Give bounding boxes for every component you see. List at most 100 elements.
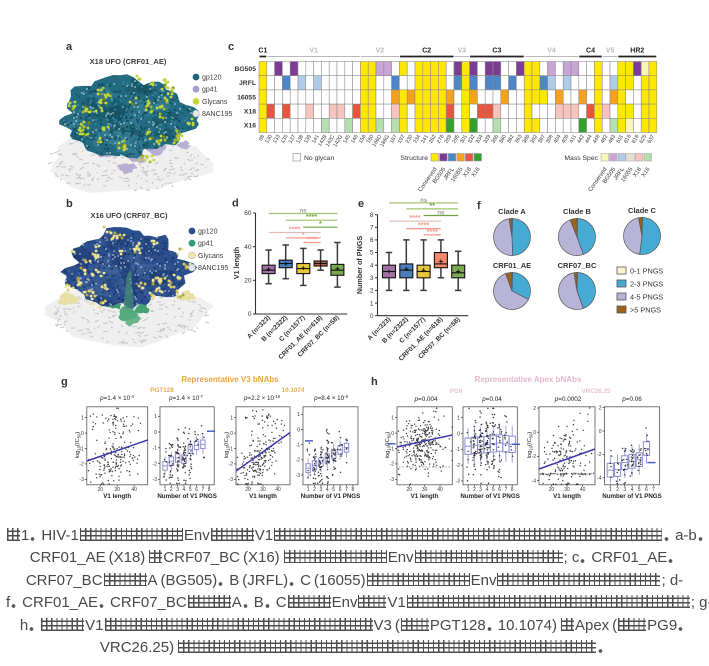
svg-text:-4: -4 [597, 476, 602, 482]
svg-text:20: 20 [549, 487, 555, 493]
svg-text:618: 618 [631, 134, 641, 145]
svg-text:Clade C: Clade C [628, 206, 657, 215]
svg-text:ns: ns [437, 211, 445, 217]
svg-text:411: 411 [569, 134, 578, 144]
svg-text:PG9: PG9 [450, 388, 463, 395]
svg-text:142G: 142G [332, 134, 344, 148]
svg-text:187: 187 [389, 134, 399, 145]
svg-text:p=8.4 × 10-9: p=8.4 × 10-9 [313, 394, 349, 402]
svg-text:360: 360 [498, 134, 508, 145]
svg-text:-2: -2 [597, 452, 602, 458]
svg-text:7: 7 [370, 225, 374, 232]
svg-text:Number of V1 PNGS: Number of V1 PNGS [602, 493, 661, 500]
svg-text:a: a [66, 41, 73, 53]
svg-text:C3: C3 [492, 48, 501, 55]
svg-text:40: 40 [437, 487, 443, 493]
svg-text:V1: V1 [309, 48, 318, 55]
svg-text:356: 356 [491, 134, 501, 145]
svg-text:C4: C4 [586, 48, 595, 55]
svg-text:log10(IC50): log10(IC50) [385, 432, 392, 459]
svg-text:1: 1 [307, 487, 310, 493]
svg-text:0: 0 [297, 427, 300, 433]
svg-text:g: g [61, 376, 68, 388]
svg-text:2-3 PNGS: 2-3 PNGS [630, 280, 663, 289]
svg-text:-2: -2 [229, 462, 234, 468]
svg-text:611: 611 [616, 134, 625, 144]
svg-text:V1 length: V1 length [553, 493, 581, 500]
svg-text:p=1.4 × 10-4: p=1.4 × 10-4 [99, 394, 135, 402]
svg-text:0: 0 [230, 431, 233, 437]
svg-text:404: 404 [553, 134, 563, 145]
svg-text:1: 1 [457, 416, 460, 422]
svg-text:4: 4 [326, 487, 329, 493]
svg-text:****: **** [427, 227, 438, 236]
svg-text:133: 133 [272, 134, 282, 145]
svg-text:X18: X18 [244, 109, 256, 116]
svg-text:-1: -1 [296, 443, 301, 449]
svg-text:295: 295 [452, 134, 462, 145]
svg-text:130: 130 [264, 134, 274, 145]
svg-text:4: 4 [486, 487, 489, 493]
svg-text:1: 1 [297, 412, 300, 418]
svg-text:30: 30 [564, 487, 570, 493]
svg-text:462: 462 [600, 134, 610, 145]
svg-text:4: 4 [370, 262, 374, 269]
svg-text:log10(IC50): log10(IC50) [75, 432, 82, 459]
svg-text:c: c [228, 41, 234, 53]
svg-text:30: 30 [260, 487, 266, 493]
svg-text:X18: X18 [632, 167, 643, 179]
svg-text:-3: -3 [229, 477, 234, 483]
svg-text:-3: -3 [456, 479, 461, 485]
svg-text:X16: X16 [244, 123, 256, 130]
svg-text:CRF07_BC: CRF07_BC [558, 261, 597, 270]
svg-text:-2: -2 [153, 461, 158, 467]
svg-text:Clade B: Clade B [563, 207, 592, 216]
svg-text:-2: -2 [390, 462, 395, 468]
svg-text:Representative V3 bNAbs: Representative V3 bNAbs [181, 375, 279, 384]
svg-text:6: 6 [339, 487, 342, 493]
svg-text:0: 0 [81, 431, 84, 437]
svg-text:334: 334 [475, 134, 485, 145]
svg-text:30: 30 [422, 487, 428, 493]
svg-text:0: 0 [599, 429, 602, 435]
svg-text:2: 2 [599, 405, 602, 411]
svg-text:-1: -1 [229, 446, 234, 452]
svg-text:7: 7 [345, 487, 348, 493]
svg-text:V1 length: V1 length [232, 247, 241, 279]
svg-text:1: 1 [154, 414, 157, 420]
svg-text:8: 8 [352, 487, 355, 493]
svg-text:160: 160 [366, 134, 376, 145]
svg-text:4-5 PNGS: 4-5 PNGS [630, 293, 663, 302]
svg-text:0: 0 [248, 311, 252, 318]
svg-text:2: 2 [370, 288, 374, 295]
svg-text:*: * [319, 219, 322, 228]
svg-text:6: 6 [370, 237, 374, 244]
svg-text:60: 60 [244, 210, 252, 217]
svg-text:gp41: gp41 [202, 87, 218, 94]
svg-text:20: 20 [407, 487, 413, 493]
svg-text:442: 442 [576, 134, 586, 145]
svg-text:5: 5 [332, 487, 335, 493]
svg-text:ns: ns [299, 209, 307, 215]
svg-text:7: 7 [505, 487, 508, 493]
svg-text:gp41: gp41 [198, 241, 214, 248]
svg-text:5: 5 [189, 487, 192, 493]
svg-text:339: 339 [483, 134, 493, 145]
svg-text:**: ** [429, 201, 435, 210]
svg-text:****: **** [418, 221, 429, 230]
svg-text:0: 0 [154, 430, 157, 436]
svg-text:Glycans: Glycans [198, 253, 224, 260]
svg-text:146: 146 [350, 134, 360, 145]
svg-text:V4: V4 [547, 48, 556, 55]
svg-text:4: 4 [183, 487, 186, 493]
svg-text:16055: 16055 [237, 94, 256, 101]
svg-text:2: 2 [616, 487, 619, 493]
svg-text:p=0.0002: p=0.0002 [554, 396, 582, 403]
svg-text:Structure: Structure [400, 155, 428, 162]
svg-text:0-1 PNGS: 0-1 PNGS [630, 267, 663, 276]
svg-text:JRFL: JRFL [239, 80, 256, 87]
svg-text:-3: -3 [296, 473, 301, 479]
svg-text:10.1074: 10.1074 [282, 387, 305, 394]
svg-text:h: h [371, 376, 378, 388]
svg-text:>5 PNGS: >5 PNGS [630, 306, 661, 315]
